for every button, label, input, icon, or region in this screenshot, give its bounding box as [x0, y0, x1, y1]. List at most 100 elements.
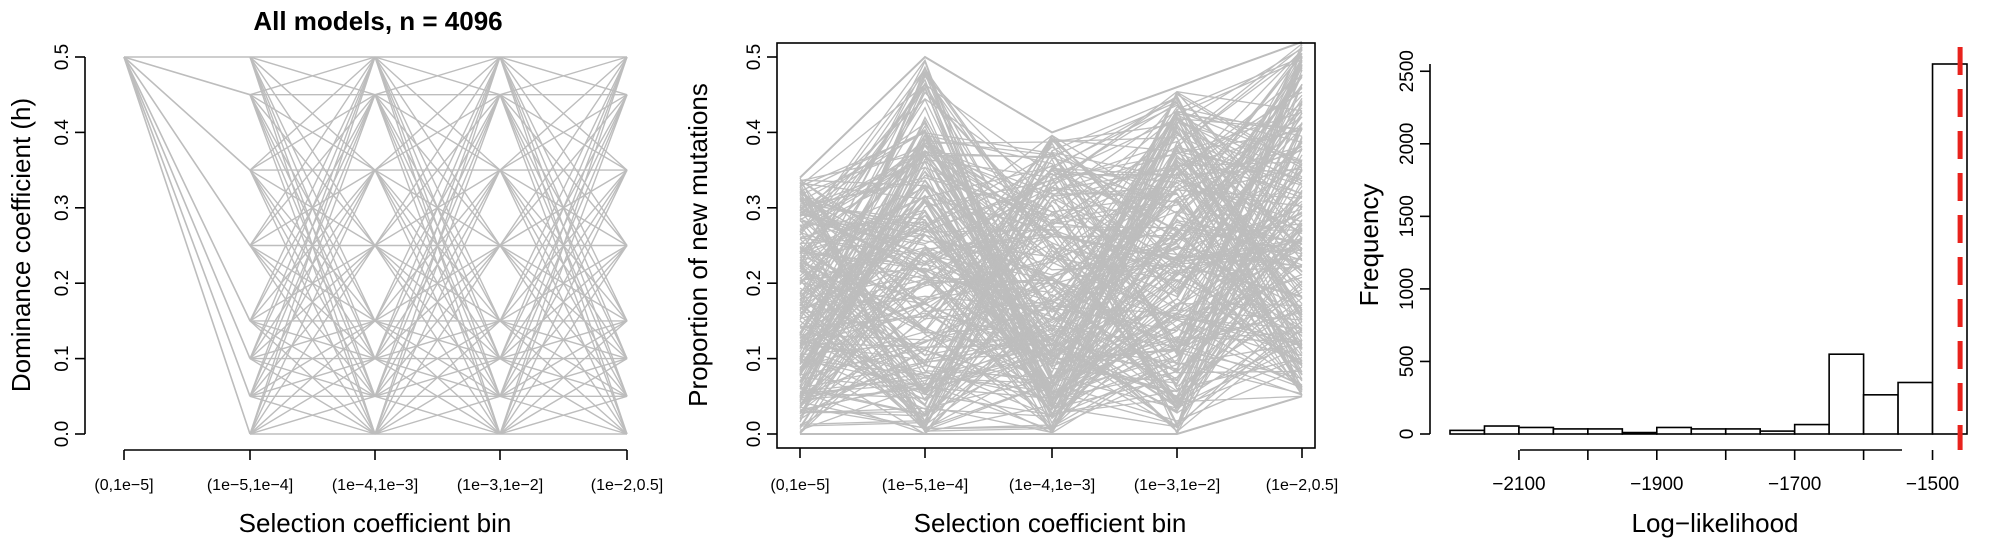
- x-tick-label: (1e−2,0.5]: [1266, 477, 1339, 494]
- model-line: [799, 83, 1303, 328]
- y-tick-label: 500: [1397, 346, 1418, 378]
- model-line: [799, 233, 1303, 434]
- y-tick-label: 1000: [1397, 268, 1418, 310]
- envelope-lower-line: [800, 395, 1303, 435]
- y-tick-label: 0.2: [52, 270, 73, 296]
- panel1-y-ticks: 0.0 0.1 0.2 0.3 0.4 0.5: [52, 44, 85, 447]
- panel2-x-ticks: (0,1e−5] (1e−5,1e−4] (1e−4,1e−3] (1e−3,1e−2…: [770, 448, 1338, 494]
- histogram-bar: [1621, 431, 1658, 435]
- panel3-x-ticks: −2100 −1900 −1700 −1500: [1492, 450, 1959, 495]
- y-tick-label: 0.4: [744, 119, 765, 146]
- model-line: [799, 155, 1303, 425]
- panel-proportion: 0.0 0.1 0.2 0.3 0.4 0.5 (0,1e−5] (1e−5,1e−4] (1…: [683, 40, 1338, 538]
- model-line-segment: [374, 56, 501, 322]
- model-line-segment: [499, 56, 628, 96]
- panel3-y-ticks: 0 500 1000 1500 2000 2500: [1397, 50, 1430, 439]
- histogram-bar: [1759, 430, 1796, 435]
- model-line-segment: [499, 56, 628, 397]
- x-tick-label: −2100: [1492, 474, 1545, 495]
- model-line-segment: [374, 320, 501, 435]
- panel-dominance: All models, n = 4096 0.00.10.20.30.40.5 …: [6, 6, 663, 538]
- model-line: [799, 82, 1303, 396]
- histogram-bar: [1552, 428, 1589, 435]
- model-line-segment: [249, 169, 376, 435]
- model-line: [799, 214, 1303, 418]
- model-line-segment: [374, 245, 501, 435]
- model-line-segment: [374, 56, 501, 397]
- model-line: [799, 295, 1303, 392]
- envelope-upper-line: [799, 40, 1303, 179]
- model-line-segment: [499, 320, 628, 435]
- model-line: [799, 179, 1303, 412]
- panel1-title: All models, n = 4096: [253, 6, 502, 36]
- model-line: [799, 44, 1303, 347]
- x-tick-label: (1e−5,1e−4]: [207, 477, 293, 494]
- y-tick-label: 2000: [1397, 123, 1418, 165]
- model-line-segment: [249, 395, 376, 435]
- panel1-x-ticks: (0,1e−5] (1e−5,1e−4] (1e−4,1e−3] (1e−3,1e−2…: [94, 450, 663, 494]
- model-line-segment: [374, 320, 501, 397]
- model-line: [799, 134, 1303, 375]
- model-line-segment: [499, 169, 628, 435]
- model-line: [799, 57, 1303, 392]
- model-line: [799, 165, 1303, 291]
- model-line-segment: [249, 320, 376, 435]
- histogram-bar: [1518, 426, 1555, 435]
- panel2-box: [776, 42, 1316, 449]
- model-line: [799, 110, 1303, 301]
- model-line-segment: [123, 56, 251, 359]
- model-line: [799, 144, 1303, 429]
- model-line-segment: [499, 56, 628, 359]
- x-tick-label: (1e−4,1e−3]: [1009, 477, 1095, 494]
- model-line: [799, 152, 1303, 332]
- model-line: [799, 70, 1303, 374]
- y-tick-label: 0.0: [744, 421, 765, 447]
- model-line-segment: [249, 358, 376, 435]
- model-line-segment: [123, 56, 251, 96]
- panel2-xlabel: Selection coefficient bin: [914, 508, 1187, 538]
- model-line: [799, 157, 1303, 436]
- model-line: [799, 52, 1303, 284]
- model-line: [799, 56, 1303, 389]
- x-tick-label: (1e−4,1e−3]: [332, 477, 418, 494]
- model-line: [799, 107, 1303, 432]
- panel1-ylabel: Dominance coefficient (h): [6, 98, 36, 392]
- model-line: [799, 91, 1303, 320]
- model-line: [799, 176, 1303, 405]
- model-line-segment: [374, 169, 501, 397]
- model-line: [799, 93, 1303, 375]
- x-tick-label: −1500: [1906, 474, 1959, 495]
- panel3-ylabel: Frequency: [1354, 184, 1384, 307]
- y-tick-label: 0.4: [52, 119, 73, 146]
- model-line-segment: [499, 395, 628, 435]
- model-line: [799, 211, 1303, 401]
- histogram-bar: [1724, 428, 1761, 435]
- model-line-segment: [249, 56, 376, 171]
- panel2-ylabel: Proportion of new mutations: [683, 83, 713, 407]
- model-line-segment: [499, 94, 628, 435]
- model-line: [799, 233, 1303, 355]
- x-tick-label: (0,1e−5]: [94, 477, 153, 494]
- model-line-segment: [249, 320, 376, 397]
- y-tick-label: 1500: [1397, 195, 1418, 237]
- model-line: [799, 162, 1303, 384]
- histogram-bar: [1656, 426, 1693, 435]
- panel2-lines: [799, 40, 1303, 436]
- x-tick-label: (1e−5,1e−4]: [882, 477, 968, 494]
- model-line-segment: [499, 56, 628, 171]
- model-line-segment: [374, 94, 501, 435]
- model-line: [799, 213, 1303, 329]
- x-tick-label: (0,1e−5]: [770, 477, 829, 494]
- model-line: [799, 130, 1303, 405]
- model-line-segment: [123, 56, 251, 171]
- model-line: [799, 127, 1303, 431]
- y-tick-label: 0.5: [744, 44, 765, 70]
- model-line-segment: [249, 56, 376, 96]
- model-line-segment: [249, 56, 376, 435]
- model-line: [799, 65, 1303, 397]
- model-line-segment: [374, 56, 501, 96]
- histogram-bar: [1449, 429, 1486, 435]
- model-line-segment: [499, 56, 628, 246]
- y-tick-label: 0.3: [744, 195, 765, 221]
